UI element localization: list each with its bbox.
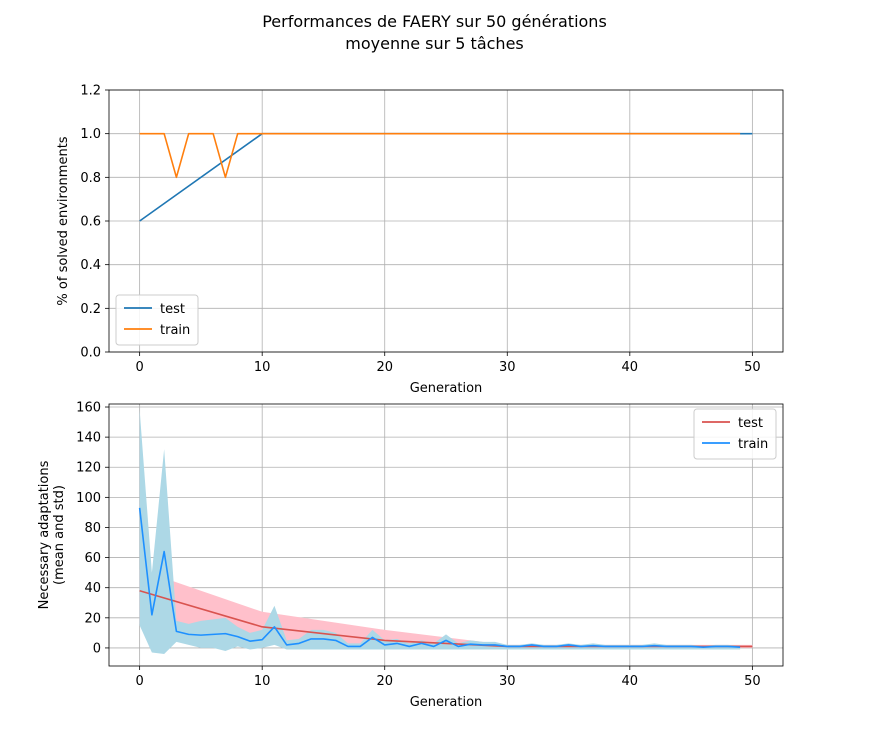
chart2-ytick-label: 120 <box>76 461 101 476</box>
chart1-ytick-label: 0.8 <box>80 171 101 186</box>
chart1-ytick-label: 1.2 <box>80 84 101 99</box>
chart1-xtick-label: 40 <box>622 360 639 375</box>
chart2-ytick-label: 160 <box>76 401 101 416</box>
chart2-band-test <box>139 569 753 648</box>
chart1-xtick-label: 20 <box>376 360 393 375</box>
chart1-legend-label-train: train <box>160 323 190 338</box>
chart2-legend-label-train: train <box>738 437 768 452</box>
chart1-xlabel: Generation <box>410 381 483 396</box>
chart2-xtick-label: 20 <box>376 674 393 689</box>
chart1-xtick-label: 30 <box>499 360 516 375</box>
chart2-data <box>138 410 753 654</box>
chart1-legend-label-test: test <box>160 302 185 317</box>
chart2-band-train <box>139 410 741 654</box>
chart2: 0 10 20 30 40 50 0 20 40 60 80 100 120 140 160 Generati… <box>37 401 784 710</box>
chart2-ytick-label: 20 <box>84 611 101 626</box>
figure-title-line-1: Performances de FAERY sur 50 générations <box>262 12 607 31</box>
chart1-ytick-label: 0.4 <box>80 258 101 273</box>
figure-title-line-2: moyenne sur 5 tâches <box>345 34 524 53</box>
chart1-ytick-label: 0.6 <box>80 215 101 230</box>
chart2-ytick-label: 80 <box>84 521 101 536</box>
chart2-ytick-label: 40 <box>84 581 101 596</box>
chart2-ylabel-2: (mean and std) <box>52 485 67 585</box>
chart2-xtick-label: 40 <box>622 674 639 689</box>
chart1-xtick-label: 10 <box>254 360 271 375</box>
chart2-xtick-label: 50 <box>744 674 761 689</box>
chart2-ytick-label: 0 <box>93 641 101 656</box>
chart1-xtick-label: 0 <box>135 360 143 375</box>
chart2-ytick-label: 100 <box>76 491 101 506</box>
chart1-data <box>139 132 753 222</box>
chart2-xlabel: Generation <box>410 695 483 710</box>
chart2-line-train <box>138 507 741 648</box>
chart2-xtick-label: 10 <box>254 674 271 689</box>
chart2-xtick-label: 0 <box>135 674 143 689</box>
chart1-legend: test train <box>115 294 199 346</box>
chart1-ytick-label: 0.0 <box>80 346 101 361</box>
chart2-legend: test train <box>693 408 777 460</box>
chart2-frame <box>108 403 784 667</box>
chart1-ytick-label: 0.2 <box>80 302 101 317</box>
chart2-ylabel: Necessary adaptations <box>37 460 52 609</box>
chart1-ytick-label: 1.0 <box>80 127 101 142</box>
chart1: 0 10 20 30 40 50 0.0 0.2 0.4 0.6 0.8 1.0 1.2 Generati… <box>56 84 784 396</box>
chart2-xtick-label: 30 <box>499 674 516 689</box>
chart1-line-train <box>139 132 741 179</box>
chart1-xtick-label: 50 <box>744 360 761 375</box>
chart1-ylabel: % of solved environments <box>56 136 71 305</box>
chart2-ytick-label: 140 <box>76 431 101 446</box>
chart2-ytick-label: 60 <box>84 551 101 566</box>
chart2-legend-label-test: test <box>738 416 763 431</box>
